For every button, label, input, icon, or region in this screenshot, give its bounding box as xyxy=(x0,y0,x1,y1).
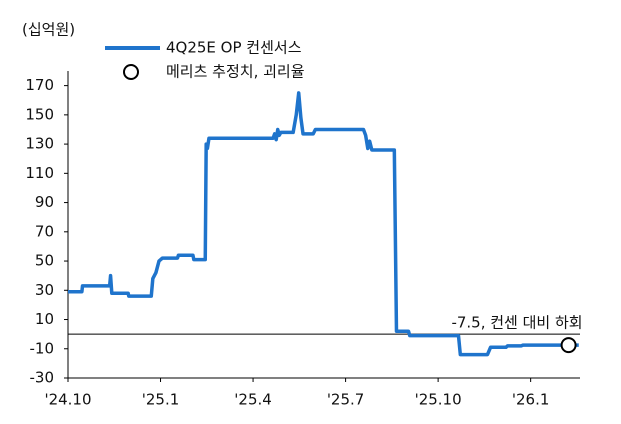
y-tick-label: 90 xyxy=(35,193,54,211)
x-tick-label: '25.1 xyxy=(142,391,180,409)
y-tick-label: 50 xyxy=(35,252,54,270)
y-tick-label: 130 xyxy=(25,135,54,153)
data-label: -7.5, 컨센 대비 하회 xyxy=(451,314,582,332)
y-tick-label: -30 xyxy=(30,369,55,387)
y-axis-label: (십억원) xyxy=(22,21,75,39)
x-tick-label: '25.7 xyxy=(327,391,365,409)
y-tick-label: -10 xyxy=(30,339,55,357)
legend-label: 4Q25E OP 컨센서스 xyxy=(166,39,302,57)
y-tick-label: 10 xyxy=(35,310,54,328)
estimate-marker xyxy=(560,337,577,354)
y-tick-label: 30 xyxy=(35,281,54,299)
y-tick-label: 150 xyxy=(25,105,54,123)
x-tick-label: '25.10 xyxy=(415,391,462,409)
legend-label: 메리츠 추정치, 괴리율 xyxy=(166,63,305,81)
x-tick-label: '24.10 xyxy=(44,391,91,409)
consensus-line xyxy=(68,91,579,357)
y-tick-label: 70 xyxy=(35,222,54,240)
x-tick-label: '26.1 xyxy=(512,391,550,409)
x-tick-label: '25.4 xyxy=(234,391,272,409)
legend-swatch xyxy=(123,64,139,80)
y-tick-label: 110 xyxy=(25,164,54,182)
y-tick-label: 170 xyxy=(25,76,54,94)
